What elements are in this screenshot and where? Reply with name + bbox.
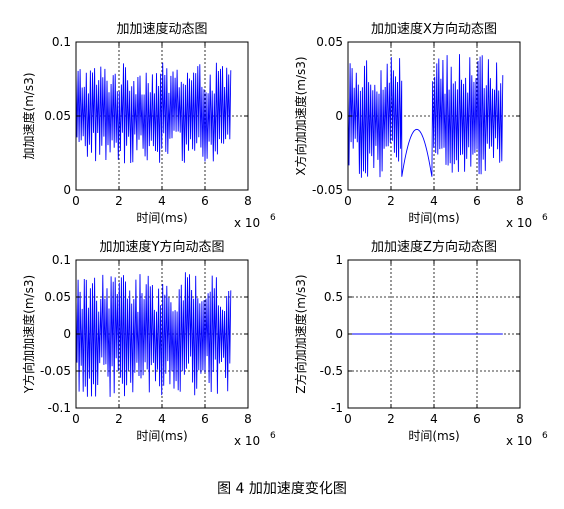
y-tick-label: 0.05	[316, 35, 343, 49]
x-tick-label: 4	[158, 412, 166, 426]
y-axis-label: Z方向加加速度(m/s3)	[293, 274, 308, 393]
series-line	[347, 54, 504, 178]
x-tick-label: 0	[344, 194, 352, 208]
y-tick-label: -0.05	[40, 364, 71, 378]
y-tick-label: 0.1	[52, 35, 71, 49]
y-tick-label: 1	[335, 253, 343, 267]
y-tick-label: 0	[63, 327, 71, 341]
y-axis-label: Y方向加加速度(m/s3)	[21, 275, 36, 394]
x-tick-label: 8	[516, 412, 524, 426]
y-tick-label: -0.5	[320, 364, 343, 378]
x-exponent-power: 6	[542, 431, 548, 441]
x-exponent-power: 6	[270, 213, 276, 223]
x-exponent-label: x 10	[506, 216, 532, 230]
x-tick-label: 4	[158, 194, 166, 208]
x-axis-label: 时间(ms)	[136, 211, 187, 225]
x-tick-label: 0	[72, 194, 80, 208]
x-exponent-power: 6	[270, 431, 276, 441]
x-tick-label: 8	[244, 194, 252, 208]
x-tick-label: 2	[387, 412, 395, 426]
x-exponent-power: 6	[542, 213, 548, 223]
figure-caption: 图 4 加加速度变化图	[217, 481, 347, 497]
x-tick-label: 2	[115, 412, 123, 426]
x-tick-label: 6	[201, 412, 209, 426]
y-tick-label: 0	[63, 183, 71, 197]
chart-title: 加加速度动态图	[116, 21, 207, 37]
x-tick-label: 0	[344, 412, 352, 426]
y-tick-label: 0	[335, 109, 343, 123]
y-tick-label: 0.1	[52, 253, 71, 267]
x-exponent-label: x 10	[234, 216, 260, 230]
y-tick-label: -1	[331, 401, 343, 415]
y-tick-label: 0.5	[324, 290, 343, 304]
x-exponent-label: x 10	[234, 434, 260, 448]
chart-title: 加加速度Y方向动态图	[100, 239, 225, 255]
y-tick-label: 0.05	[44, 290, 71, 304]
y-tick-label: -0.05	[312, 183, 343, 197]
x-tick-label: 8	[244, 412, 252, 426]
x-axis-label: 时间(ms)	[136, 429, 187, 443]
x-tick-label: 4	[430, 194, 438, 208]
x-tick-label: 6	[201, 194, 209, 208]
x-tick-label: 4	[430, 412, 438, 426]
x-tick-label: 0	[72, 412, 80, 426]
chart-title: 加加速度X方向动态图	[371, 21, 497, 37]
x-tick-label: 6	[473, 194, 481, 208]
series-line	[75, 62, 232, 164]
chart-title: 加加速度Z方向动态图	[371, 239, 497, 255]
y-tick-label: 0	[335, 327, 343, 341]
x-axis-label: 时间(ms)	[408, 429, 459, 443]
y-axis-label: X方向加加速度(m/s3)	[293, 56, 308, 175]
series-line	[75, 272, 232, 397]
x-exponent-label: x 10	[506, 434, 532, 448]
x-axis-label: 时间(ms)	[408, 211, 459, 225]
x-tick-label: 8	[516, 194, 524, 208]
x-tick-label: 2	[115, 194, 123, 208]
x-tick-label: 6	[473, 412, 481, 426]
y-axis-label: 加加速度(m/s3)	[21, 73, 36, 160]
y-tick-label: -0.1	[48, 401, 71, 415]
x-tick-label: 2	[387, 194, 395, 208]
y-tick-label: 0.05	[44, 109, 71, 123]
